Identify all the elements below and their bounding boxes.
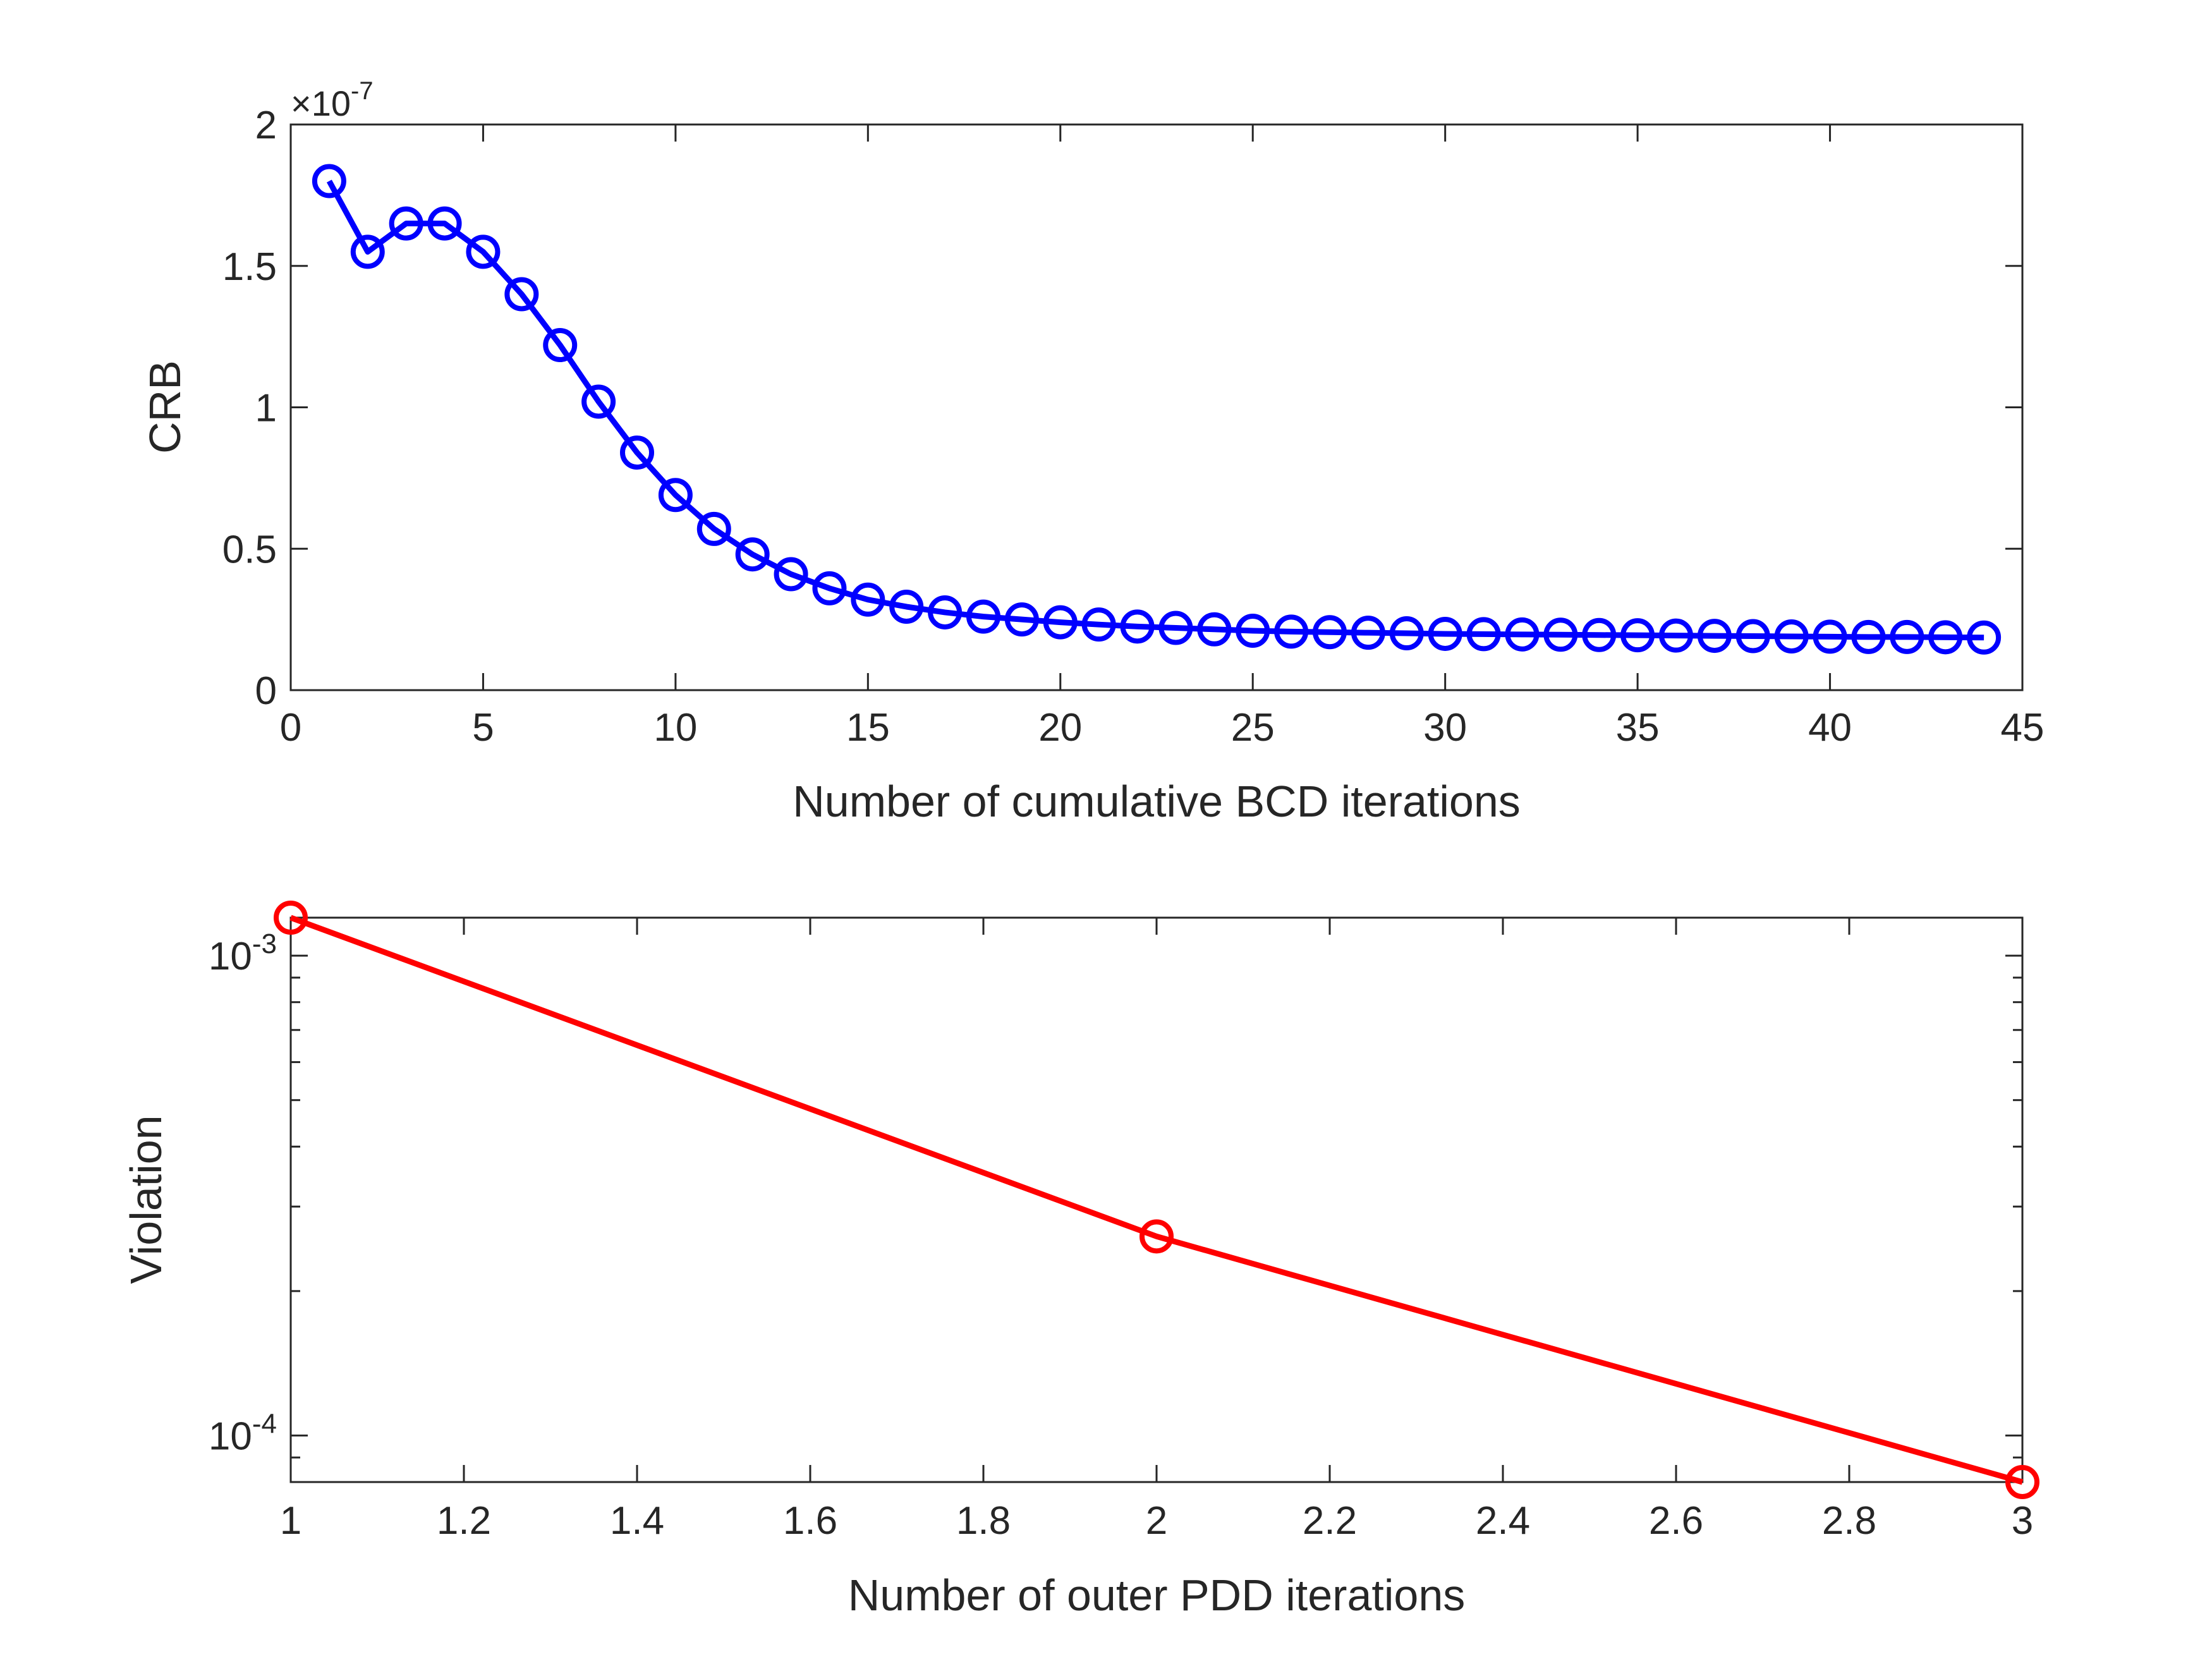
crb-data-point — [350, 234, 385, 269]
crb-data-point — [504, 277, 539, 312]
crb-data-point — [1197, 612, 1232, 647]
crb-data-point — [466, 234, 501, 269]
x-tick-label: 1.8 — [956, 1499, 1011, 1543]
y-tick-label-exponent: -3 — [252, 928, 277, 959]
violation-series — [274, 901, 2039, 1499]
crb-data-point — [427, 206, 462, 241]
crb-data-point — [1389, 616, 1424, 651]
crb-data-point — [1813, 619, 1847, 654]
crb-axes-box — [289, 123, 2024, 691]
crb-chart: 0 5 10 15 20 25 30 35 40 45 0 0.5 1 1.5 2 ×10-7 Numbe… — [140, 77, 2044, 826]
crb-data-point — [1313, 615, 1347, 650]
violation-data-point — [2005, 1465, 2039, 1499]
crb-data-point — [581, 384, 616, 419]
x-tick-label: 0 — [280, 706, 301, 750]
x-tick-label: 45 — [2001, 706, 2045, 750]
crb-data-point — [1543, 617, 1578, 652]
crb-data-point — [543, 328, 578, 363]
crb-data-point — [1967, 620, 2002, 655]
crb-data-point — [1774, 619, 1809, 653]
crb-data-point — [1582, 617, 1617, 652]
crb-data-point — [928, 595, 963, 629]
crb-x-axis-label: Number of cumulative BCD iterations — [793, 777, 1521, 826]
y-tick-label: 1 — [255, 387, 277, 430]
y-tick-label: 0 — [255, 669, 277, 713]
crb-data-point — [1890, 619, 1924, 654]
crb-data-point — [774, 557, 808, 592]
x-tick-label: 5 — [472, 706, 494, 750]
x-tick-label: 2.2 — [1303, 1499, 1357, 1543]
x-tick-label: 2.8 — [1822, 1499, 1876, 1543]
violation-axes-box — [289, 916, 2024, 1483]
crb-data-point — [389, 206, 423, 241]
x-tick-label: 40 — [1808, 706, 1852, 750]
y-tick-label: 0.5 — [222, 528, 277, 571]
violation-x-axis-label: Number of outer PDD iterations — [848, 1571, 1466, 1620]
crb-data-point — [1466, 617, 1501, 652]
y-tick-label: 2 — [255, 104, 277, 147]
crb-data-point — [1697, 619, 1732, 653]
crb-data-point — [1081, 607, 1116, 642]
crb-data-point — [1236, 614, 1270, 648]
crb-data-point — [1851, 619, 1886, 654]
crb-data-point — [1620, 618, 1655, 653]
x-tick-label: 3 — [2012, 1499, 2033, 1543]
x-tick-label: 20 — [1038, 706, 1082, 750]
crb-y-tick-labels: 0 0.5 1 1.5 2 — [222, 104, 277, 713]
crb-x-tick-labels: 0 5 10 15 20 25 30 35 40 45 — [280, 706, 2045, 750]
violation-y-tick-labels: 10-410-3 — [209, 928, 277, 1458]
y-tick-label-base: 10 — [209, 1414, 252, 1458]
crb-ticks — [289, 123, 2024, 691]
crb-data-point — [620, 435, 654, 470]
x-tick-label: 1 — [280, 1499, 301, 1543]
crb-data-point — [1351, 616, 1385, 650]
y-tick-label: 10-4 — [209, 1408, 277, 1458]
crb-data-point — [696, 511, 731, 546]
violation-data-point — [1139, 1219, 1174, 1254]
y-tick-label-base: 10 — [209, 935, 252, 978]
violation-y-axis-label: Violation — [121, 1115, 171, 1284]
crb-data-point — [966, 599, 1000, 634]
x-tick-label: 30 — [1423, 706, 1467, 750]
y-tick-label: 1.5 — [222, 245, 277, 289]
violation-data-point — [274, 901, 308, 935]
crb-data-point — [1274, 614, 1309, 649]
crb-data-point — [1735, 619, 1770, 653]
crb-data-point — [1120, 609, 1155, 644]
violation-series-line — [289, 915, 2024, 1485]
x-tick-label: 15 — [846, 706, 890, 750]
y-tick-label: 10-3 — [209, 928, 277, 978]
crb-data-point — [1043, 605, 1078, 640]
crb-data-point — [1505, 617, 1540, 652]
crb-data-point — [851, 582, 885, 617]
x-tick-label: 1.6 — [783, 1499, 837, 1543]
x-tick-label: 35 — [1616, 706, 1660, 750]
y-tick-label-exponent: -4 — [252, 1408, 277, 1439]
crb-data-point — [658, 478, 693, 513]
x-tick-label: 10 — [653, 706, 697, 750]
crb-series-line — [326, 179, 1984, 641]
crb-data-point — [1659, 618, 1693, 653]
x-tick-label: 2.4 — [1476, 1499, 1530, 1543]
crb-data-point — [1158, 611, 1193, 645]
violation-x-tick-labels: 1 1.2 1.4 1.6 1.8 2 2.2 2.4 2.6 2.8 3 — [280, 1499, 2033, 1543]
x-tick-label: 1.2 — [437, 1499, 491, 1543]
crb-y-axis-label: CRB — [140, 360, 190, 454]
crb-data-point — [735, 537, 770, 572]
crb-data-point — [1428, 616, 1462, 651]
crb-data-point — [1928, 620, 1963, 655]
violation-chart: 1 1.2 1.4 1.6 1.8 2 2.2 2.4 2.6 2.8 3 10-410-3 Num… — [121, 901, 2039, 1620]
crb-series — [312, 164, 2002, 655]
x-tick-label: 25 — [1231, 706, 1275, 750]
crb-data-point — [889, 589, 924, 624]
violation-ticks — [289, 918, 2024, 1482]
crb-data-point — [1004, 602, 1039, 637]
x-tick-label: 2.6 — [1649, 1499, 1703, 1543]
crb-exponent-label: ×10-7 — [291, 77, 374, 123]
x-tick-label: 2 — [1146, 1499, 1167, 1543]
crb-data-point — [312, 164, 346, 198]
crb-data-point — [812, 571, 847, 605]
x-tick-label: 1.4 — [610, 1499, 664, 1543]
